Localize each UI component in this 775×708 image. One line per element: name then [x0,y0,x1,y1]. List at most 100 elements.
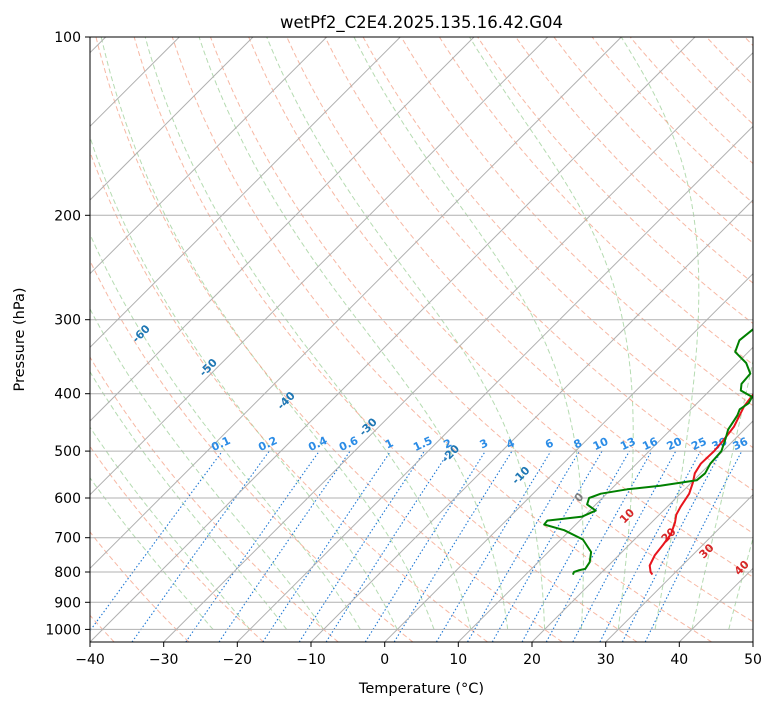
mixing-ratio-line [218,450,351,642]
moist-adiabat-line [90,308,324,630]
dry-adiabat-line [477,37,753,325]
pressure-gridlines [90,37,753,630]
x-tick-label: 40 [670,652,688,668]
x-tick-label: −30 [149,652,179,668]
dry-adiabat-line [95,37,563,642]
x-tick-label: 50 [744,652,762,668]
mixing-ratio-line [599,450,701,642]
isotherm-line [90,37,696,642]
mixing-ratio-line [545,450,653,642]
dry-adiabat-line [553,37,753,244]
dry-adiabat-line [400,37,753,407]
y-tick-label: 800 [54,565,81,581]
isotherm-line [90,37,328,275]
mixing-ratio-line [435,450,552,642]
mixing-ratio-label: 20 [665,435,685,453]
y-tick-label: 700 [54,531,81,547]
dry-adiabat-line [515,37,753,284]
y-tick-label: 900 [54,595,81,611]
dry-adiabat-line [133,37,638,642]
moist-adiabat-label: 30 [697,541,717,561]
moist-adiabat-line [691,358,753,630]
y-tick-label: 100 [54,30,81,46]
y-tick-label: 400 [54,387,81,403]
y-axis: 100 200 300 400 500 600 700 800 900 1000 [45,30,90,638]
sounding-series [543,328,753,576]
mixing-ratio-line [521,450,630,642]
moist-adiabat-line [90,135,398,630]
isotherm-line [90,37,622,570]
isotherm-line [457,346,753,642]
mixing-ratio-label: 25 [689,435,708,453]
dry-adiabats [90,37,753,642]
mixing-ratio-label: 3 [478,436,490,451]
dry-adiabat-line [171,37,712,642]
mixing-ratio-label: 13 [618,435,637,453]
x-tick-label: 20 [523,652,541,668]
isotherm-line [163,51,753,642]
plot-frame [89,36,754,643]
x-axis-label: Temperature (°C) [358,681,484,697]
dry-adiabat-line [668,37,753,125]
mixing-ratio-line [572,450,677,642]
moist-adiabat-label: -10 [509,464,532,487]
y-tick-label: 500 [54,444,81,460]
mixing-ratio-line [90,450,223,632]
x-axis: −40 −30 −20 −10 0 10 20 30 40 50 [75,642,762,668]
dry-adiabat-line [90,356,339,642]
dry-adiabat-line [90,531,190,642]
isotherm-line [605,493,753,642]
temperature-profile-line [648,393,753,576]
moist-adiabat-line [144,37,472,630]
moist-adiabat-line [90,476,214,630]
chart-title: wetPf2_C2E4.2025.135.16.42.G04 [280,13,563,33]
moist-adiabat-line [266,37,546,630]
mixing-ratio-label: 36 [731,435,751,453]
isotherm-line [310,199,753,642]
moist-adiabat-line [90,232,361,630]
x-tick-label: 10 [449,652,467,668]
x-tick-label: −40 [75,652,105,668]
moist-adiabat-line [198,37,509,630]
isotherm-line [90,37,475,422]
moist-adiabat-line [100,37,435,630]
moist-adiabat-line [728,536,753,630]
mixing-ratio-label: 6 [543,436,556,451]
mixing-ratio-label: 10 [591,435,611,453]
dry-adiabat-line [591,37,753,204]
y-tick-label: 600 [54,491,81,507]
mixing-ratio-line [644,450,743,642]
moist-adiabat-label: -60 [130,322,153,345]
mixing-ratio-line [325,450,450,642]
moist-adiabat-line [620,37,700,630]
dry-adiabat-line [286,37,753,534]
mixing-ratio-line [185,450,320,642]
y-tick-label: 200 [54,208,81,224]
mixing-ratio-line [364,450,486,642]
dry-adiabat-line [90,259,414,642]
isotherm-line [90,37,254,201]
isotherm-line [90,37,401,349]
dry-adiabat-line [210,37,753,623]
dry-adiabat-line [90,150,488,642]
moist-adiabat-line [90,426,251,630]
dry-adiabat-line [248,37,753,578]
x-tick-label: 30 [597,652,615,668]
mixing-ratio-line [262,450,392,642]
mixing-ratio-lines [90,450,743,642]
x-tick-label: −10 [296,652,326,668]
moist-adiabat-label: 10 [617,506,637,526]
moist-adiabat-line [353,37,584,630]
moist-adiabat-label: -80 [14,231,37,254]
y-axis-label: Pressure (hPa) [12,287,28,391]
x-tick-label: 0 [380,652,389,668]
plot-area: -100-90-80-70-60-50-40-30-20-10010203040… [14,37,753,642]
dry-adiabat-line [324,37,753,491]
mixing-ratio-line [393,450,513,642]
isotherms [90,37,753,642]
isotherm-line [531,420,753,642]
isotherm-line [236,125,753,642]
mixing-ratio-label: 16 [640,435,660,453]
